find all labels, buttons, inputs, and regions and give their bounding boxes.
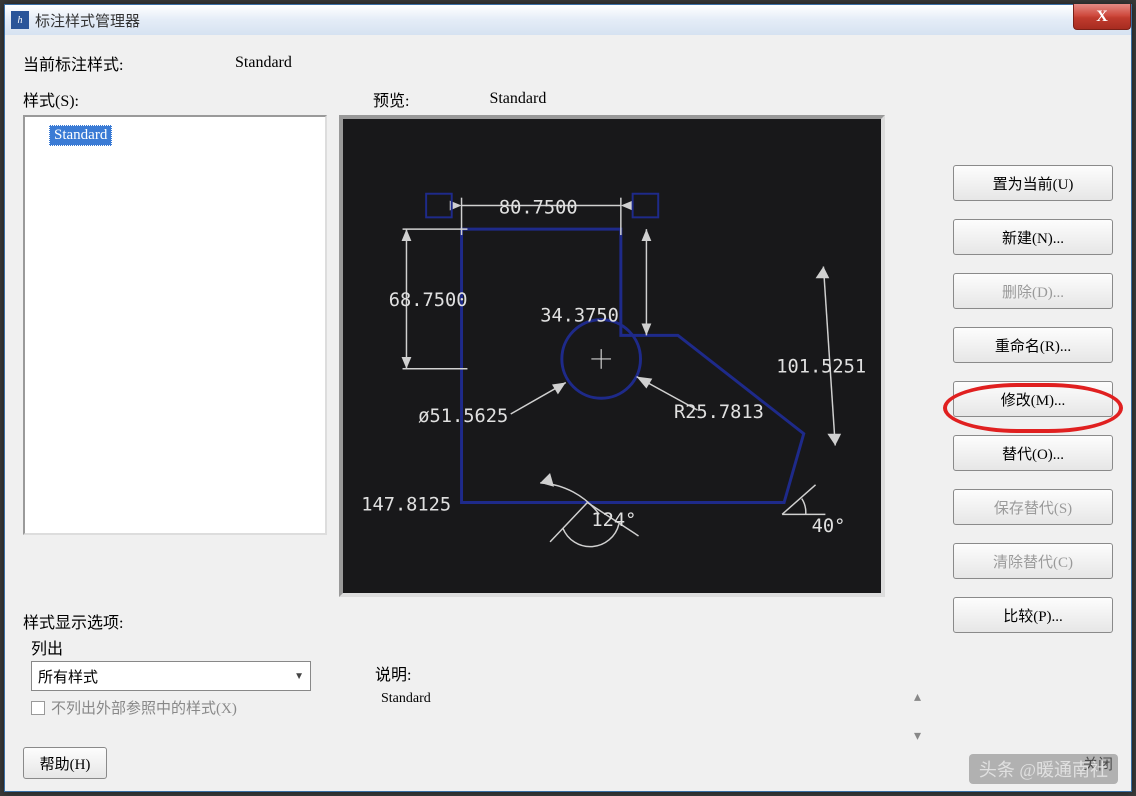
watermark-text: 头条 @暖通南社 [969,754,1118,784]
current-style-label: 当前标注样式: [23,51,235,75]
delete-button: 删除(D)... [953,273,1113,309]
dim-bottom: 147.8125 [361,494,451,515]
styles-label: 样式(S): [23,87,373,111]
xref-checkbox-row[interactable]: 不列出外部参照中的样式(X) [23,697,327,718]
preview-label: 预览: [373,87,409,111]
help-button[interactable]: 帮助(H) [23,747,107,779]
xref-checkbox-label: 不列出外部参照中的样式(X) [51,697,237,718]
display-options-label: 样式显示选项: [23,609,327,633]
button-column: 置为当前(U) 新建(N)... 删除(D)... 重命名(R)... 修改(M… [953,165,1113,633]
dim-angle2: 40° [812,516,846,537]
compare-button[interactable]: 比较(P)... [953,597,1113,633]
description-label: 说明: [375,661,923,685]
scroll-down-icon[interactable]: ▾ [914,728,921,745]
dim-dia: ø51.5625 [418,406,508,427]
titlebar[interactable]: h 标注样式管理器 X [5,5,1131,35]
app-icon: h [11,11,29,29]
dim-step: 34.3750 [540,306,619,327]
dim-diag: 101.5251 [776,357,866,378]
close-icon: X [1096,8,1108,26]
description-text: Standard [381,691,431,706]
dialog-window: h 标注样式管理器 X 当前标注样式: Standard 样式(S): 预览: … [4,4,1132,792]
window-title: 标注样式管理器 [35,10,140,31]
set-current-button[interactable]: 置为当前(U) [953,165,1113,201]
preview-canvas: 80.7500 68.7500 34.3750 [339,115,885,597]
clear-override-button: 清除替代(C) [953,543,1113,579]
scroll-arrows[interactable]: ▴ ▾ [914,689,921,745]
content-area: 当前标注样式: Standard 样式(S): 预览: Standard Sta… [5,35,1131,791]
dim-angle1: 124° [591,510,636,531]
close-button[interactable]: X [1073,4,1131,30]
checkbox-icon[interactable] [31,701,45,715]
override-button[interactable]: 替代(O)... [953,435,1113,471]
description-block: 说明: Standard ▴ ▾ [375,661,923,757]
new-button[interactable]: 新建(N)... [953,219,1113,255]
preview-name: Standard [489,90,546,108]
rename-button[interactable]: 重命名(R)... [953,327,1113,363]
dim-left: 68.7500 [389,290,468,311]
display-options-group: 样式显示选项: 列出 所有样式 不列出外部参照中的样式(X) [23,609,327,718]
modify-button[interactable]: 修改(M)... [953,381,1113,417]
scroll-up-icon[interactable]: ▴ [914,689,921,706]
list-label: 列出 [23,635,327,659]
dim-rad: R25.7813 [674,402,764,423]
style-item-selected[interactable]: Standard [49,125,112,146]
list-filter-combo[interactable]: 所有样式 [31,661,311,691]
combo-value: 所有样式 [38,666,98,687]
styles-listbox[interactable]: Standard [23,115,327,535]
save-override-button: 保存替代(S) [953,489,1113,525]
dim-top: 80.7500 [499,197,578,218]
current-style-value: Standard [235,54,292,72]
